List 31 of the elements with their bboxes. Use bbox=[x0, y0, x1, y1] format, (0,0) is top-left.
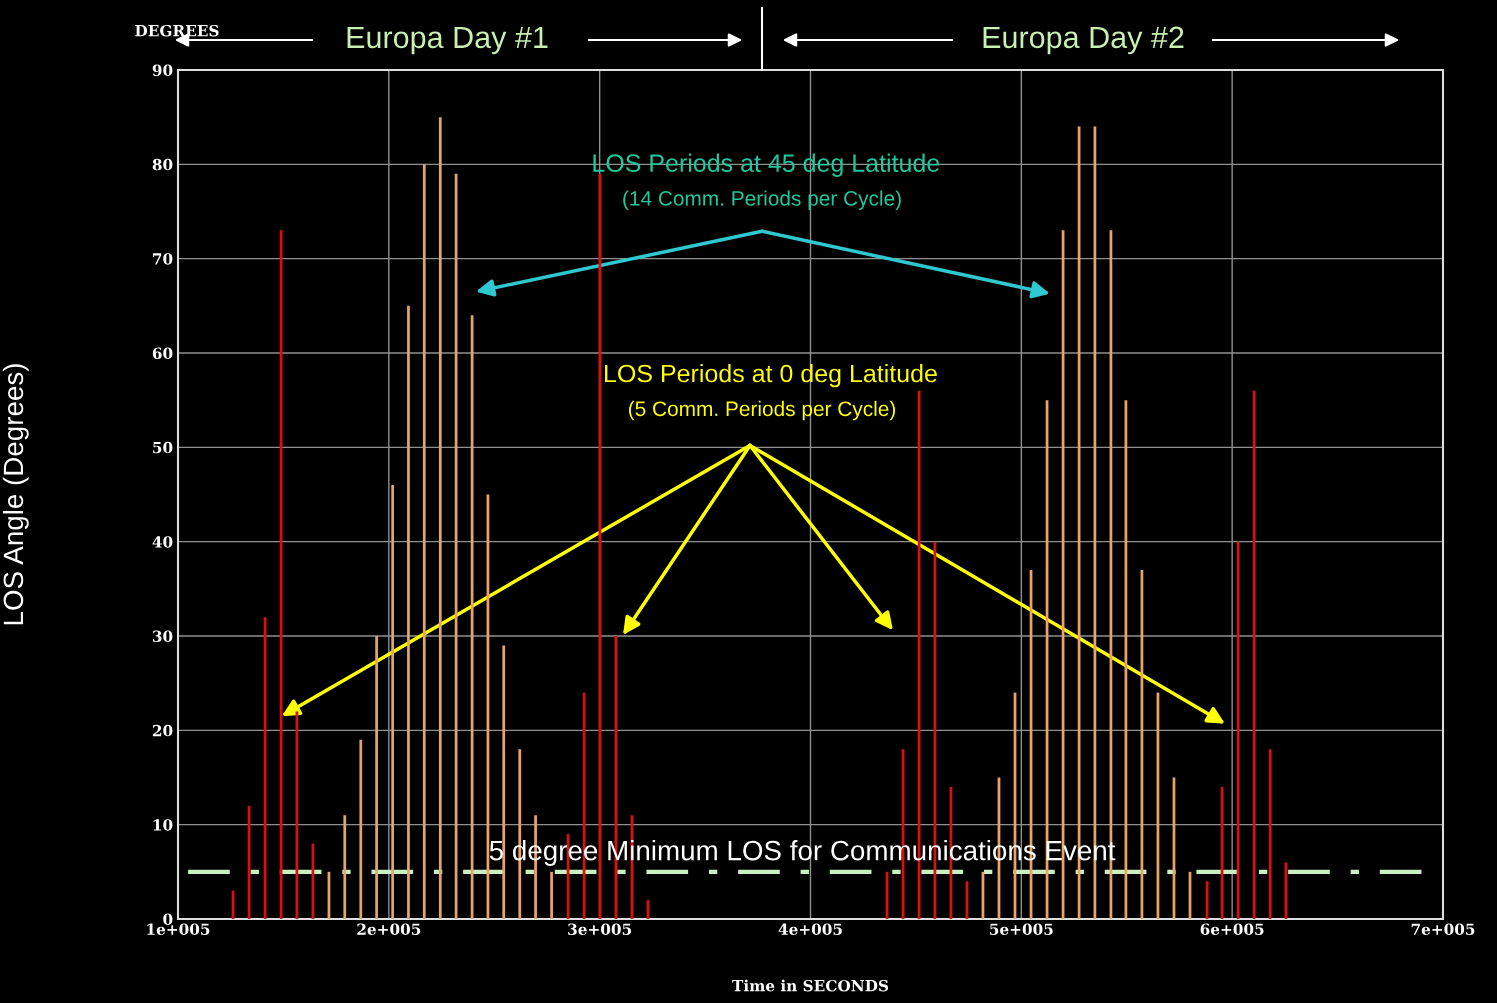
x-tick-label: 2e+005 bbox=[357, 923, 421, 935]
y-tick-label: 80 bbox=[152, 158, 173, 171]
x-tick-label: 1e+005 bbox=[147, 923, 210, 935]
y-tick-label: 50 bbox=[153, 441, 173, 454]
y-tick-label: 40 bbox=[152, 536, 173, 548]
bar bbox=[502, 645, 506, 919]
x-tick-label: 4e+005 bbox=[778, 923, 842, 935]
x-tick-label: 6e+005 bbox=[1200, 923, 1264, 935]
bar bbox=[550, 871, 553, 919]
y-tick-label: 90 bbox=[152, 64, 173, 77]
bar bbox=[391, 485, 394, 919]
y-tick-label: 20 bbox=[152, 724, 173, 737]
text: Europa Day #1 bbox=[347, 26, 548, 55]
text: Europa Day #2 bbox=[983, 26, 1184, 55]
bar bbox=[407, 305, 410, 919]
bar bbox=[375, 636, 378, 919]
bar bbox=[359, 739, 363, 919]
x-tick-label: 3e+005 bbox=[568, 923, 632, 935]
x-tick-label: 5e+005 bbox=[990, 923, 1053, 935]
y-tick-label: 0 bbox=[163, 913, 173, 926]
y-axis-title: LOS Angle (Degrees) bbox=[2, 364, 29, 625]
y-tick-label: 60 bbox=[152, 347, 173, 360]
bar bbox=[438, 117, 442, 919]
text: DEGREES bbox=[135, 24, 219, 37]
x-tick-label: 7e+005 bbox=[1411, 923, 1475, 935]
bar bbox=[343, 815, 347, 919]
x-axis-title: Time in SECONDS bbox=[732, 979, 889, 992]
y-tick-label: 10 bbox=[153, 819, 173, 831]
y-tick-label: 30 bbox=[152, 630, 173, 643]
y-tick-label: 70 bbox=[153, 253, 173, 265]
bar bbox=[422, 164, 426, 919]
